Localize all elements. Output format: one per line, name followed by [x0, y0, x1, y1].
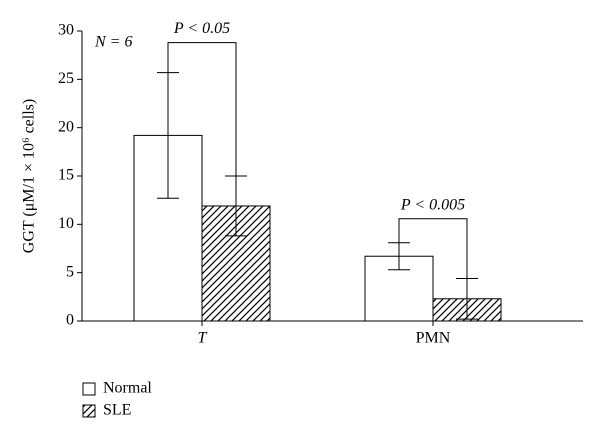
y-tick-label: 30 — [58, 22, 74, 39]
legend-swatch — [82, 404, 96, 418]
legend-label: Normal — [103, 380, 152, 397]
y-tick-label: 5 — [66, 263, 74, 280]
x-tick-label: T — [198, 330, 208, 347]
legend-swatch — [82, 382, 96, 396]
significance-bracket — [167, 42, 237, 176]
y-tick-label: 10 — [58, 215, 74, 232]
y-tick-label: 20 — [58, 118, 74, 135]
x-tick-label: PMN — [416, 330, 451, 347]
y-axis-label: GGT (μM/1 × 10⁶ cells) — [21, 99, 38, 253]
annotation: P < 0.05 — [173, 20, 230, 37]
y-tick-label: 0 — [66, 312, 74, 329]
annotation: N = 6 — [94, 34, 132, 51]
y-tick-label: 15 — [58, 167, 74, 184]
annotation: P < 0.005 — [400, 196, 465, 213]
legend-label: SLE — [103, 402, 131, 419]
significance-bracket — [398, 218, 468, 279]
y-tick-label: 25 — [58, 70, 74, 87]
